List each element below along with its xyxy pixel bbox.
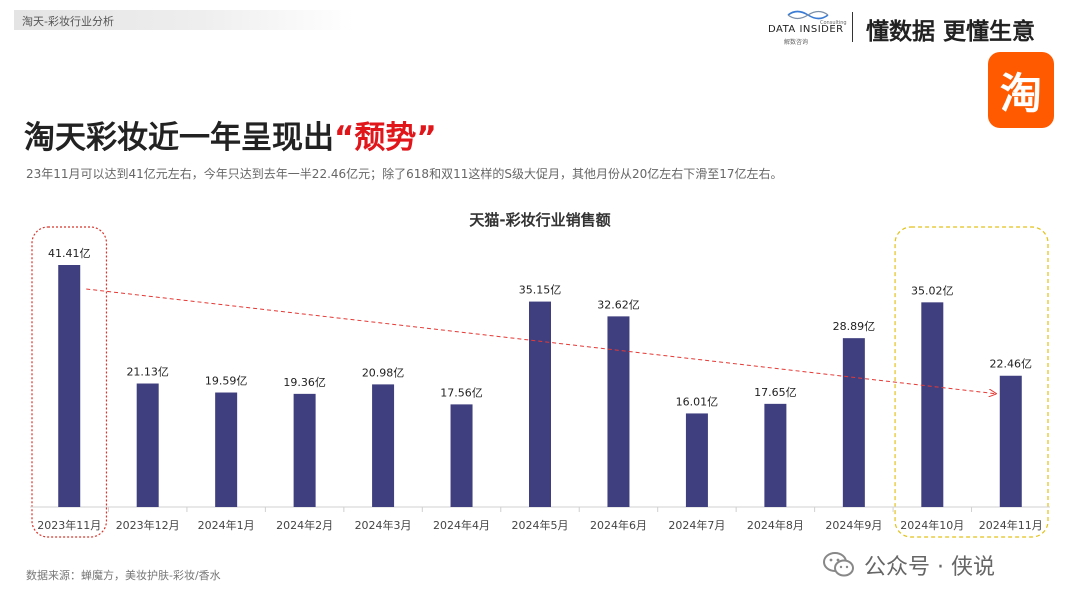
bar-2 bbox=[215, 392, 238, 507]
x-tick-label-9: 2024年8月 bbox=[747, 518, 804, 532]
data-source-note: 数据来源：蝉魔方，美妆护肤-彩妆/香水 bbox=[26, 569, 221, 582]
data-label-1: 21.13亿 bbox=[126, 366, 169, 379]
data-label-4: 20.98亿 bbox=[362, 366, 405, 379]
page-title: 淘天彩妆近一年呈现出“颓势” bbox=[24, 112, 437, 157]
bar-0 bbox=[58, 265, 81, 507]
data-label-7: 32.62亿 bbox=[597, 298, 640, 311]
highlight-box-1 bbox=[894, 226, 1049, 538]
data-label-2: 19.59亿 bbox=[205, 375, 248, 388]
data-label-0: 41.41亿 bbox=[48, 247, 91, 260]
x-tick-label-3: 2024年2月 bbox=[276, 518, 333, 532]
header-divider bbox=[852, 12, 853, 42]
x-tick-label-2: 2024年1月 bbox=[198, 518, 255, 532]
x-tick-label-6: 2024年5月 bbox=[512, 518, 569, 532]
bar-12 bbox=[999, 375, 1022, 507]
wechat-icon bbox=[823, 552, 854, 577]
bar-8 bbox=[685, 413, 708, 507]
bar-5 bbox=[450, 404, 473, 507]
section-label-bar: 淘天-彩妆行业分析 bbox=[14, 10, 354, 30]
page-subtitle: 23年11月可以达到41亿元左右，今年只达到去年一半22.46亿元；除了618和… bbox=[26, 167, 783, 181]
section-label: 淘天-彩妆行业分析 bbox=[22, 15, 114, 28]
x-tick-label-4: 2024年3月 bbox=[355, 518, 412, 532]
bar-11 bbox=[921, 302, 944, 507]
data-label-9: 17.65亿 bbox=[754, 386, 797, 399]
chart-title: 天猫-彩妆行业销售额 bbox=[469, 211, 610, 229]
data-label-10: 28.89亿 bbox=[833, 320, 876, 333]
bar-7 bbox=[607, 316, 630, 507]
x-tick-label-8: 2024年7月 bbox=[668, 518, 725, 532]
x-tick-label-11: 2024年10月 bbox=[900, 518, 964, 532]
data-label-8: 16.01亿 bbox=[676, 395, 719, 408]
title-main: 淘天彩妆近一年呈现出 bbox=[24, 120, 334, 156]
bar-10 bbox=[842, 338, 865, 507]
bar-9 bbox=[764, 403, 787, 507]
bar-3 bbox=[293, 393, 316, 507]
data-label-12: 22.46亿 bbox=[990, 358, 1033, 371]
brand-name: DATA INSIDER bbox=[768, 24, 844, 35]
wechat-watermark: 公众号 · 侠说 bbox=[822, 548, 995, 582]
watermark-text: 公众号 · 侠说 bbox=[864, 555, 995, 580]
data-label-6: 35.15亿 bbox=[519, 284, 562, 297]
bar-1 bbox=[136, 383, 159, 507]
x-tick-label-1: 2023年12月 bbox=[116, 518, 180, 532]
taobao-icon-char: 淘 bbox=[999, 68, 1042, 118]
x-tick-label-10: 2024年9月 bbox=[825, 518, 882, 532]
data-label-5: 17.56亿 bbox=[440, 386, 483, 399]
data-label-3: 19.36亿 bbox=[283, 376, 326, 389]
bar-6 bbox=[529, 301, 551, 507]
highlight-box-0 bbox=[31, 226, 108, 538]
brand-small-text: Consulting bbox=[820, 20, 847, 26]
x-tick-label-7: 2024年6月 bbox=[590, 518, 647, 532]
title-highlight: “颓势” bbox=[334, 120, 437, 156]
data-label-11: 35.02亿 bbox=[911, 284, 954, 297]
taobao-app-icon: 淘 bbox=[988, 52, 1054, 128]
x-tick-label-12: 2024年11月 bbox=[979, 518, 1043, 532]
trend-arrow bbox=[86, 288, 996, 394]
brand-logo: Consulting DATA INSIDER 解数咨询 bbox=[768, 8, 850, 46]
x-tick-label-0: 2023年11月 bbox=[37, 518, 101, 532]
bar-4 bbox=[372, 384, 395, 507]
slogan: 懂数据 更懂生意 bbox=[866, 19, 1036, 45]
x-tick-label-5: 2024年4月 bbox=[433, 518, 490, 532]
brand-cn-name: 解数咨询 bbox=[784, 39, 809, 46]
sales-bar-chart: 天猫-彩妆行业销售额 41.41亿 2023年11月 21.13亿 2023年12月 1… bbox=[30, 211, 1050, 538]
data-insider-logo-icon bbox=[787, 10, 829, 20]
